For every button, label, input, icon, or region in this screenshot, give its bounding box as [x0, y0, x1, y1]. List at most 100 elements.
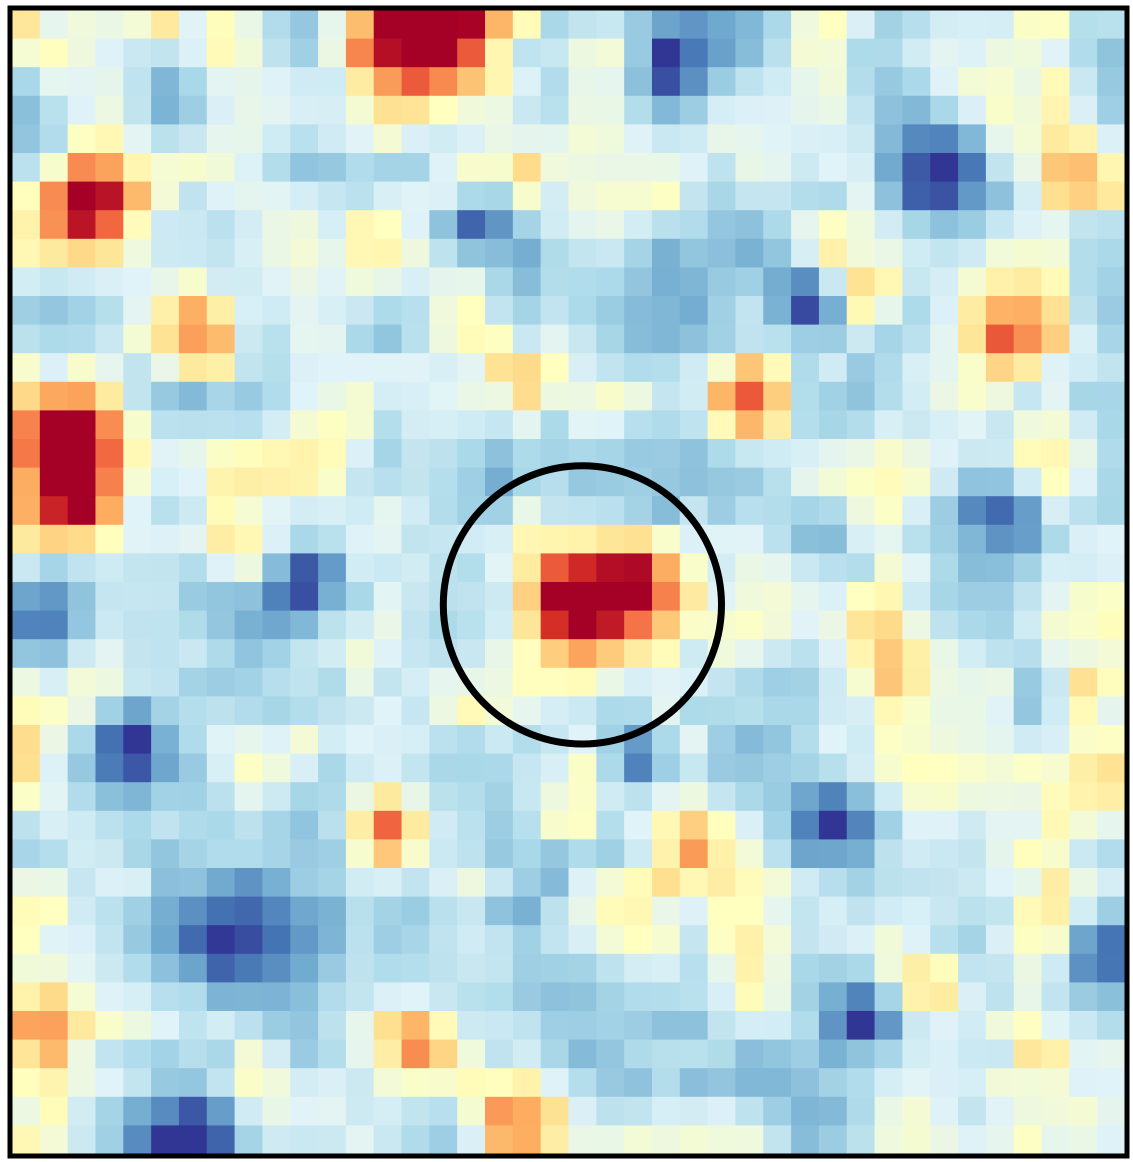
heatmap-cell	[651, 868, 681, 898]
heatmap-cell	[985, 124, 1015, 154]
heatmap-cell	[12, 1096, 41, 1126]
heatmap-cell	[846, 410, 876, 440]
heatmap-cell	[540, 353, 570, 383]
heatmap-cell	[540, 896, 570, 926]
heatmap-cell	[1041, 381, 1070, 411]
heatmap-cell	[39, 496, 69, 526]
heatmap-cell	[874, 324, 903, 354]
heatmap-cell	[373, 1096, 403, 1126]
heatmap-cell	[178, 353, 208, 383]
heatmap-cell	[401, 267, 430, 297]
heatmap-cell	[67, 38, 97, 68]
heatmap-cell	[874, 95, 903, 125]
heatmap-cell	[763, 296, 792, 326]
heatmap-cell	[763, 1039, 792, 1069]
heatmap-cell	[818, 868, 848, 898]
heatmap-cell	[624, 610, 653, 640]
heatmap-cell	[373, 1125, 403, 1155]
heatmap-cell	[707, 410, 737, 440]
heatmap-cell	[345, 410, 375, 440]
heatmap-cell	[763, 753, 792, 783]
heatmap-cell	[429, 1125, 458, 1155]
heatmap-cell	[12, 10, 41, 40]
heatmap-cell	[596, 1068, 625, 1098]
heatmap-cell	[791, 667, 820, 697]
heatmap-cell	[95, 725, 124, 755]
heatmap-cell	[12, 124, 41, 154]
heatmap-cell	[930, 296, 959, 326]
heatmap-cell	[318, 1125, 347, 1155]
heatmap-cell	[1069, 782, 1098, 812]
heatmap-cell	[12, 524, 41, 554]
heatmap-cell	[985, 953, 1015, 983]
heatmap-cell	[457, 181, 486, 211]
heatmap-cell	[457, 953, 486, 983]
heatmap-cell	[290, 296, 319, 326]
heatmap-cell	[345, 725, 375, 755]
heatmap-cell	[1069, 839, 1098, 869]
heatmap-cell	[568, 1039, 597, 1069]
heatmap-cell	[958, 181, 987, 211]
heatmap-cell	[818, 238, 848, 268]
heatmap-cell	[95, 38, 124, 68]
heatmap-cell	[123, 496, 152, 526]
heatmap-cell	[763, 181, 792, 211]
heatmap-cell	[818, 496, 848, 526]
heatmap-cell	[512, 953, 542, 983]
heatmap-cell	[791, 467, 820, 497]
heatmap-cell	[178, 782, 208, 812]
heatmap-cell	[401, 667, 430, 697]
heatmap-cell	[457, 725, 486, 755]
heatmap-cell	[234, 296, 264, 326]
heatmap-cell	[818, 267, 848, 297]
heatmap-cell	[12, 696, 41, 726]
heatmap-cell	[624, 153, 653, 183]
heatmap-cell	[39, 439, 69, 469]
heatmap-cell	[206, 1068, 236, 1098]
heatmap-cell	[67, 439, 97, 469]
heatmap-cell	[540, 10, 570, 40]
heatmap-cell	[429, 381, 458, 411]
heatmap-cell	[95, 496, 124, 526]
heatmap-cell	[373, 381, 403, 411]
heatmap-cell	[1041, 753, 1070, 783]
heatmap-cell	[1041, 610, 1070, 640]
heatmap-cell	[707, 181, 737, 211]
heatmap-cell	[12, 153, 41, 183]
heatmap-cell	[401, 839, 430, 869]
heatmap-cell	[930, 181, 959, 211]
heatmap-cell	[791, 67, 820, 97]
heatmap-cell	[791, 524, 820, 554]
heatmap-cell	[1013, 353, 1043, 383]
heatmap-cell	[763, 896, 792, 926]
heatmap-cell	[735, 353, 764, 383]
heatmap-cell	[1013, 753, 1043, 783]
heatmap-cell	[206, 925, 236, 955]
heatmap-cell	[123, 982, 152, 1012]
heatmap-cell	[763, 582, 792, 612]
heatmap-cell	[151, 1011, 180, 1041]
heatmap-cell	[568, 95, 597, 125]
heatmap-cell	[846, 1068, 876, 1098]
heatmap-cell	[791, 496, 820, 526]
heatmap-cell	[485, 324, 514, 354]
heatmap-cell	[651, 725, 681, 755]
heatmap-cell	[262, 210, 291, 240]
heatmap-cell	[874, 67, 903, 97]
heatmap-cell	[234, 1125, 264, 1155]
heatmap-cell	[234, 610, 264, 640]
heatmap-cell	[345, 896, 375, 926]
heatmap-cell	[206, 10, 236, 40]
heatmap-cell	[1013, 639, 1043, 669]
heatmap-cell	[1097, 238, 1126, 268]
heatmap-cell	[985, 696, 1015, 726]
heatmap-cell	[763, 353, 792, 383]
heatmap-cell	[1013, 1011, 1043, 1041]
heatmap-cell	[178, 324, 208, 354]
heatmap-cell	[290, 639, 319, 669]
heatmap-cell	[290, 1068, 319, 1098]
heatmap-cell	[39, 124, 69, 154]
heatmap-cell	[791, 1068, 820, 1098]
heatmap-cell	[123, 95, 152, 125]
heatmap-cell	[540, 696, 570, 726]
